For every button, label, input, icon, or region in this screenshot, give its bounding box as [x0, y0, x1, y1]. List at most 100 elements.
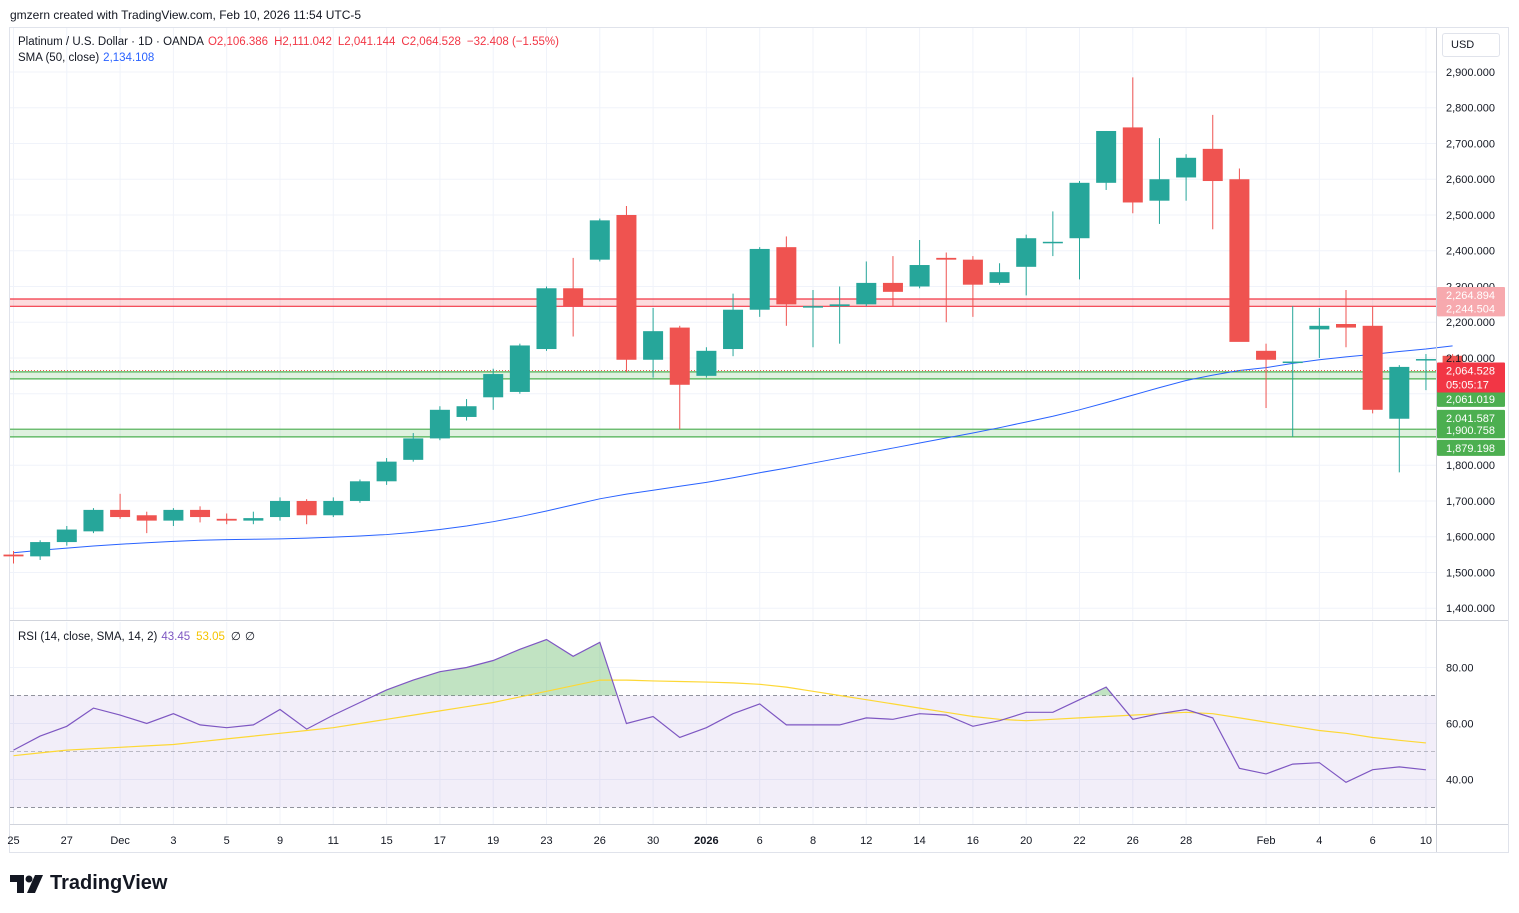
zone-label: 2,244.504	[1446, 303, 1495, 315]
candle	[243, 511, 264, 525]
time-tick-label: Dec	[110, 835, 130, 847]
time-tick-label: 9	[277, 835, 283, 847]
candle	[536, 286, 557, 351]
rsi-tick-label: 60.00	[1446, 719, 1474, 731]
candle-body	[1336, 324, 1356, 328]
candle-body	[643, 331, 664, 360]
time-tick-label: 28	[1180, 835, 1192, 847]
zone-label: 2,264.894	[1446, 290, 1495, 302]
candle-body	[30, 542, 51, 557]
candle-body	[749, 248, 770, 310]
candle	[1042, 211, 1063, 257]
grid	[10, 28, 1436, 824]
candle-body	[1096, 130, 1117, 183]
time-tick-label: 3	[170, 835, 176, 847]
candle	[429, 406, 450, 441]
main-legend: Platinum / U.S. Dollar · 1D · OANDA O2,10…	[18, 36, 563, 48]
currency-button[interactable]: USD	[1442, 33, 1500, 57]
symbol-name[interactable]: Platinum / U.S. Dollar · 1D · OANDA	[18, 36, 204, 48]
zone-label-bg	[1437, 422, 1505, 439]
candle-body	[1256, 350, 1277, 360]
candle-body	[589, 220, 610, 260]
candle-body	[323, 500, 344, 516]
candle-body	[1309, 325, 1330, 330]
candle	[30, 540, 51, 560]
time-tick-label: 15	[380, 835, 392, 847]
candle-body	[1149, 179, 1170, 201]
candle	[136, 511, 157, 534]
candle-body	[83, 509, 104, 532]
candle-body	[456, 406, 477, 417]
time-tick-label: 6	[757, 835, 763, 847]
candle	[962, 256, 983, 317]
time-tick-label: 14	[913, 835, 925, 847]
price-tick-label: 1,700.000	[1446, 496, 1495, 508]
candle-body	[1016, 238, 1037, 267]
price-tick-label: 2,100.000	[1446, 353, 1495, 365]
rsi-overbought-fill	[1088, 687, 1114, 696]
candle	[803, 290, 823, 348]
low-value: L2,041.144	[337, 36, 396, 48]
candle-body	[1362, 325, 1383, 410]
candle	[1415, 354, 1436, 391]
rsi-overbought-fill	[374, 639, 618, 696]
candle	[403, 433, 424, 462]
candle-body	[483, 374, 504, 398]
time-tick-label: Feb	[1257, 835, 1276, 847]
candle	[776, 236, 797, 326]
last-price-label: 2,064.528	[1446, 365, 1495, 377]
sma-value: 2,134.108	[103, 52, 155, 64]
candle	[696, 347, 717, 378]
rsi-tick-label: 80.00	[1446, 663, 1474, 675]
time-tick-label: 12	[860, 835, 872, 847]
candle-body	[429, 409, 450, 439]
rsi-line	[13, 638, 1427, 783]
candle	[669, 325, 690, 430]
high-value: H2,111.042	[274, 36, 332, 48]
price-tick-label: 1,600.000	[1446, 532, 1495, 544]
time-tick-label: 11	[328, 835, 339, 847]
sma-layer	[10, 345, 1453, 554]
time-tick-label: 10	[1420, 835, 1432, 847]
chart-caption: gmzern created with TradingView.com, Feb…	[10, 8, 362, 22]
rsi-label[interactable]: RSI (14, close, SMA, 14, 2)	[18, 631, 158, 643]
sma-label[interactable]: SMA (50, close)	[18, 52, 100, 64]
candle	[1202, 114, 1223, 230]
candle-body	[1042, 241, 1063, 244]
candle-body	[1176, 157, 1197, 178]
candle	[856, 261, 877, 307]
candle	[83, 508, 104, 534]
candle-body	[190, 509, 211, 518]
last-price-badge	[1437, 362, 1505, 393]
candle	[749, 247, 770, 317]
candle-body	[163, 509, 184, 521]
time-tick-label: 6	[1370, 835, 1376, 847]
candle	[110, 493, 131, 519]
candle	[376, 458, 397, 485]
zone-fill	[10, 429, 1436, 437]
candle-body	[349, 481, 370, 501]
time-tick-label: 2026	[694, 835, 718, 847]
candle	[1282, 306, 1303, 437]
candle-body	[696, 350, 717, 376]
price-tick-label: 2,500.000	[1446, 210, 1495, 222]
candle-body	[403, 438, 424, 460]
price-tick-label: 1,800.000	[1446, 460, 1495, 472]
candle	[1256, 343, 1277, 409]
candle-body	[1282, 361, 1303, 364]
time-tick-label: 22	[1073, 835, 1085, 847]
zone-label: 2,041.587	[1446, 413, 1495, 425]
change-value: −32.408 (−1.55%)	[466, 36, 559, 48]
candle-body	[1415, 359, 1436, 361]
candle	[456, 399, 477, 421]
price-tick-label: 1,400.000	[1446, 603, 1495, 615]
price-tick-label: 2,400.000	[1446, 246, 1495, 258]
rsi-band-fill	[10, 695, 1436, 808]
candle	[1389, 365, 1410, 473]
time-tick-label: 25	[7, 835, 19, 847]
candle	[323, 497, 344, 518]
axes: 1,400.000 1,500.000 1,600.000 1,700.000 1,80…	[7, 28, 1508, 852]
candle-body	[962, 259, 983, 285]
candle	[1309, 307, 1330, 358]
